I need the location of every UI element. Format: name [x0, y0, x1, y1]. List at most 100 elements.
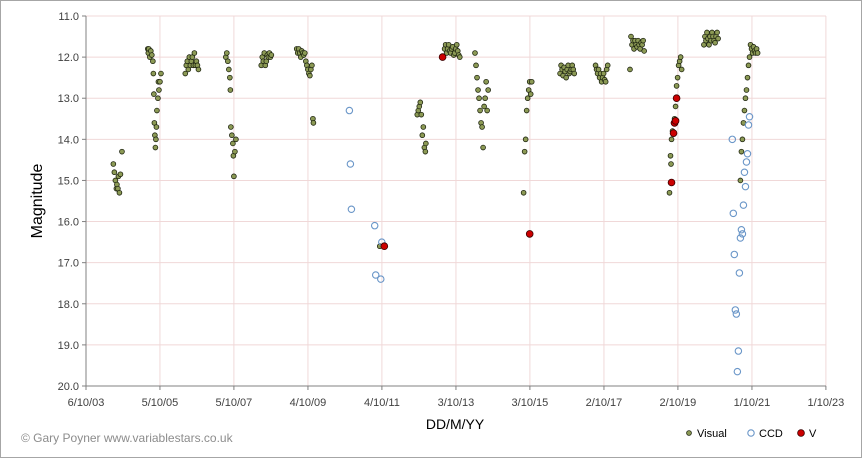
y-tick-label: 13.0 [58, 93, 79, 105]
data-point [233, 136, 239, 143]
data-point [484, 107, 490, 114]
x-tick-label: 2/10/17 [586, 397, 623, 409]
legend-label-ccd: CCD [759, 428, 783, 440]
data-point [119, 148, 125, 155]
credit-text: © Gary Poyner www.variablestars.co.uk [21, 431, 234, 445]
data-point [485, 87, 491, 93]
data-point [754, 50, 761, 56]
data-point [743, 149, 752, 158]
legend-marker-ccd [747, 429, 755, 437]
data-point [158, 70, 164, 77]
axes [82, 15, 827, 390]
data-point [346, 160, 355, 168]
data-point [150, 58, 156, 65]
data-point [226, 66, 232, 73]
data-point [474, 74, 480, 81]
data-point [420, 124, 427, 130]
data-point [521, 148, 528, 155]
data-point [473, 62, 479, 69]
data-point [370, 221, 379, 230]
data-point [739, 136, 746, 143]
x-tick-label: 2/10/19 [660, 397, 697, 409]
data-point [743, 87, 750, 93]
y-tick-label: 19.0 [58, 340, 79, 352]
data-point [715, 35, 721, 42]
data-point [604, 62, 611, 69]
data-point [740, 168, 749, 176]
data-point [523, 107, 530, 114]
data-point [417, 99, 424, 106]
data-point [438, 53, 447, 61]
data-point [456, 54, 463, 60]
data-point [668, 136, 675, 143]
data-point [195, 66, 202, 73]
data-point [151, 91, 157, 97]
x-tick-labels: 6/10/03 5/10/05 5/10/07 4/10/09 4/10/11 3/10/… [68, 397, 845, 409]
data-point [423, 140, 429, 147]
x-tick-label: 3/10/15 [512, 397, 549, 409]
data-point [150, 70, 157, 77]
y-tick-label: 12.0 [58, 52, 79, 64]
data-point [153, 136, 159, 143]
series-visual [110, 29, 761, 250]
x-tick-label: 5/10/07 [216, 397, 253, 409]
y-tick-label: 14.0 [58, 134, 79, 146]
data-point [742, 95, 749, 102]
y-tick-label: 16.0 [58, 217, 79, 229]
data-point [678, 66, 685, 73]
data-point [674, 74, 681, 81]
data-point [673, 83, 680, 89]
data-point [745, 112, 754, 121]
data-point [671, 117, 680, 125]
data-point [116, 189, 123, 196]
data-point [268, 52, 275, 58]
data-point [668, 161, 674, 167]
data-point [191, 50, 198, 56]
data-point [111, 169, 118, 176]
data-point [733, 367, 742, 376]
data-point [731, 306, 740, 314]
data-point [117, 171, 124, 178]
y-tick-label: 15.0 [58, 175, 79, 187]
data-point [672, 94, 681, 103]
data-point [453, 41, 460, 48]
data-point [739, 201, 748, 209]
y-tick-label: 18.0 [58, 299, 79, 311]
data-point [735, 269, 744, 277]
data-point [302, 50, 308, 56]
data-point [224, 50, 230, 56]
y-tick-label: 11.0 [58, 11, 79, 23]
x-tick-label: 4/10/09 [290, 397, 327, 409]
data-point [730, 250, 739, 259]
data-point [380, 242, 389, 251]
data-point [149, 52, 155, 58]
data-point [476, 95, 482, 102]
y-axis-title: Magnitude [29, 164, 46, 239]
data-point [602, 78, 609, 85]
data-point [563, 74, 569, 81]
data-point [475, 87, 481, 93]
data-point [571, 70, 578, 77]
x-tick-label: 6/10/03 [68, 397, 105, 409]
data-point [527, 91, 534, 97]
data-point [745, 62, 752, 69]
data-point [732, 310, 741, 318]
data-point [744, 121, 753, 129]
data-point [157, 78, 163, 85]
x-tick-label: 4/10/11 [364, 397, 400, 409]
data-point [418, 111, 425, 118]
data-point [225, 58, 231, 65]
legend-marker-v [797, 429, 805, 437]
legend-label-v: V [809, 428, 817, 440]
data-point [666, 189, 673, 196]
data-point [520, 189, 527, 196]
data-point [152, 144, 159, 151]
data-point [482, 95, 488, 102]
data-point [110, 161, 117, 167]
series-ccd [345, 106, 754, 376]
data-point [737, 177, 744, 184]
data-point [419, 132, 426, 139]
data-point [672, 103, 679, 110]
data-points [110, 29, 761, 376]
